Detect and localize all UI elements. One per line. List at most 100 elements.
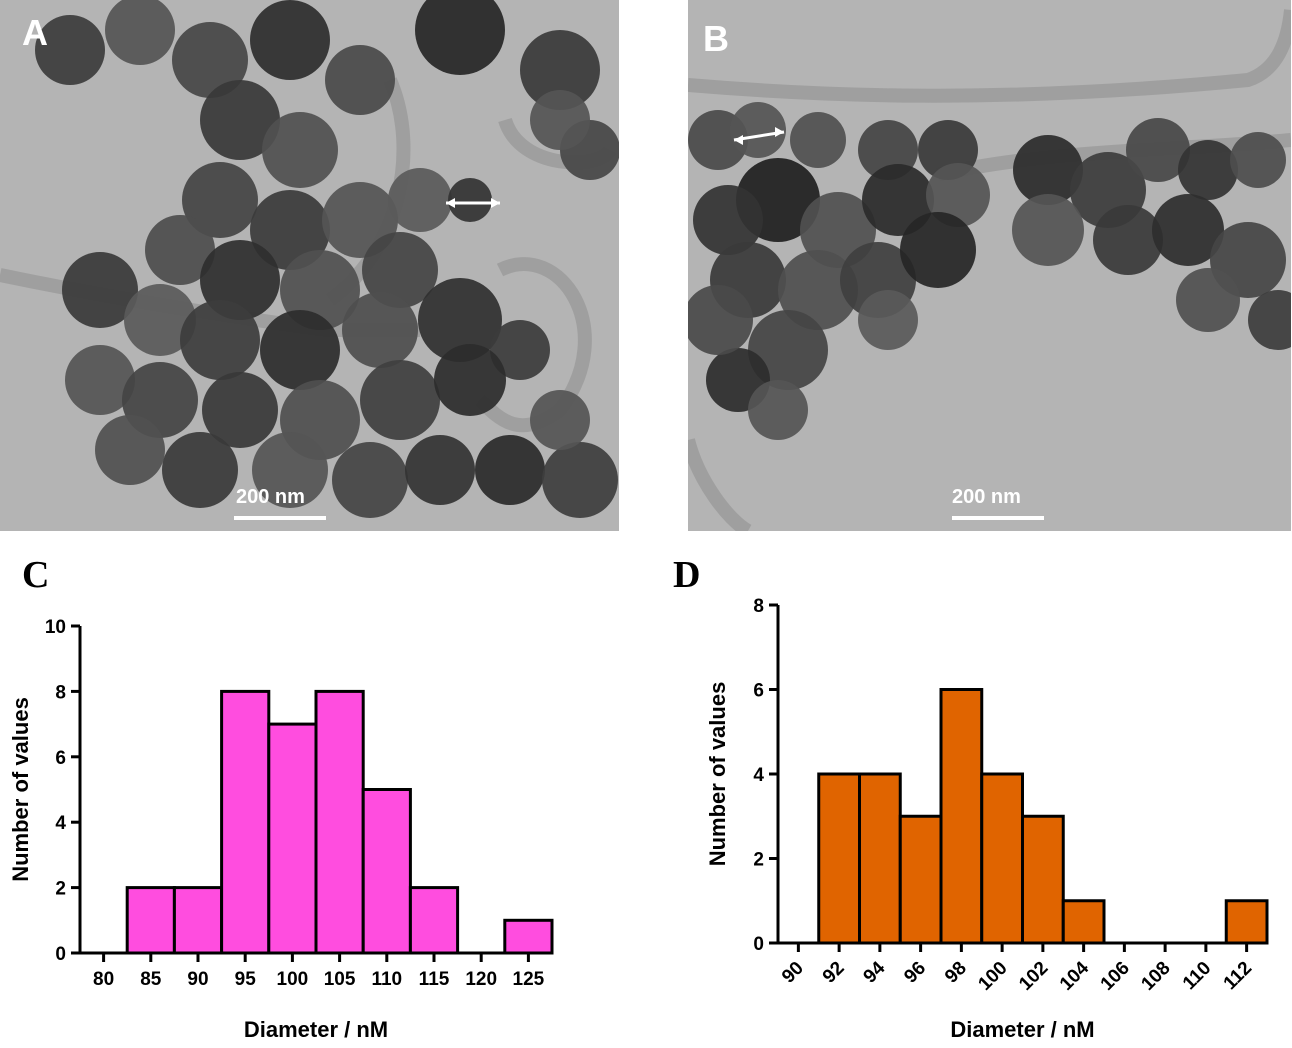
nanoparticle — [172, 22, 248, 98]
nanoparticle — [62, 252, 138, 328]
nanoparticle — [520, 30, 600, 110]
nanoparticle — [475, 435, 545, 505]
nanoparticle — [1013, 135, 1083, 205]
x-tick-label: 104 — [1056, 957, 1094, 995]
x-tick-label: 100 — [974, 958, 1011, 995]
nanoparticle — [332, 442, 408, 518]
bar-d-94 — [858, 772, 902, 945]
arrow-head-right — [491, 198, 500, 208]
bar-d-92 — [817, 772, 861, 945]
x-tick-label: 106 — [1097, 958, 1134, 995]
nanoparticle — [362, 232, 438, 308]
y-axis-title: Number of values — [8, 697, 33, 882]
y-tick-label: 2 — [753, 850, 764, 871]
arrow-head-left — [446, 198, 455, 208]
nanoparticle — [65, 345, 135, 415]
x-tick-label: 80 — [93, 969, 114, 990]
nanoparticle — [900, 212, 976, 288]
bar-c-125 — [503, 918, 554, 955]
nanoparticle — [790, 112, 846, 168]
y-tick-label: 6 — [753, 681, 764, 702]
histogram-d: 0 2 4 6 8 90 92 94 96 98 100 102 104 106 108 110 112 Diam… — [705, 596, 1269, 1042]
nanoparticle — [862, 164, 934, 236]
y-tick-label: 0 — [55, 944, 66, 965]
x-tick-label: 105 — [324, 969, 356, 990]
bar-c-95 — [220, 689, 271, 955]
nanoparticle — [688, 285, 753, 355]
x-tick-label: 94 — [860, 957, 890, 987]
nanoparticle — [360, 360, 440, 440]
nanoparticle — [778, 250, 858, 330]
bar-d-112 — [1224, 899, 1269, 945]
nanoparticle — [250, 0, 330, 80]
nanoparticle — [145, 215, 215, 285]
panel-label-b: B — [703, 18, 729, 59]
tem-micrograph-a — [0, 0, 619, 518]
carbon-film-edge — [688, 9, 1291, 103]
scale-bar-b — [952, 516, 1044, 520]
nanoparticle — [448, 178, 492, 222]
bar-c-90 — [172, 886, 224, 955]
panel-label-c: C — [22, 554, 50, 596]
y-tick-label: 10 — [45, 617, 66, 638]
nanoparticle — [415, 0, 505, 75]
x-tick-label: 108 — [1137, 958, 1174, 995]
x-tick-label: 115 — [419, 969, 450, 990]
nanoparticle — [693, 185, 763, 255]
nanoparticle — [1230, 132, 1286, 188]
micrograph-texture — [688, 9, 1291, 531]
nanoparticle — [124, 284, 196, 356]
nanoparticle — [1093, 205, 1163, 275]
bar-d-104 — [1061, 899, 1106, 945]
nanoparticle — [182, 162, 258, 238]
scale-bar-label-b: 200 nm — [952, 486, 1021, 508]
nanoparticle — [1176, 268, 1240, 332]
x-axis-title: Diameter / nM — [244, 1017, 388, 1042]
y-axis-title: Number of values — [705, 682, 730, 867]
scale-bar-label-a: 200 nm — [236, 486, 305, 508]
bar-c-100 — [267, 722, 318, 955]
bar-d-100 — [980, 772, 1024, 945]
x-tick-label: 98 — [941, 958, 971, 988]
bar-d-98 — [939, 688, 984, 945]
nanoparticle — [252, 432, 328, 508]
nanoparticle — [1012, 194, 1084, 266]
nanoparticle — [926, 163, 990, 227]
nanoparticle — [434, 344, 506, 416]
nanoparticle — [388, 168, 452, 232]
x-tick-label: 120 — [465, 969, 497, 990]
tem-micrograph-b — [688, 9, 1291, 531]
nanoparticle — [530, 390, 590, 450]
tem-image-a: A 200 nm — [0, 0, 619, 531]
x-tick-label: 92 — [819, 958, 849, 988]
x-tick-label: 96 — [900, 958, 930, 988]
nanoparticle — [542, 442, 618, 518]
panel-label-d: D — [673, 554, 701, 596]
bar-c-115 — [408, 886, 460, 955]
y-tick-label: 4 — [753, 765, 764, 786]
y-tick-label: 0 — [753, 934, 764, 955]
x-tick-label: 112 — [1220, 958, 1257, 995]
nanoparticle — [858, 290, 918, 350]
nanoparticle — [325, 45, 395, 115]
tem-image-b: B 200 nm — [688, 0, 1291, 531]
nanoparticle — [262, 112, 338, 188]
micrograph-texture — [0, 0, 619, 518]
nanoparticle — [730, 102, 786, 158]
x-tick-label: 125 — [513, 969, 545, 990]
nanoparticle — [490, 320, 550, 380]
x-tick-label: 110 — [1179, 958, 1216, 995]
y-tick-label: 4 — [55, 813, 66, 834]
nanoparticle — [418, 278, 502, 362]
x-tick-label: 90 — [187, 969, 208, 990]
nanoparticle — [1152, 194, 1224, 266]
arrow-head-right — [775, 127, 784, 137]
x-tick-label: 95 — [235, 969, 257, 990]
nanoparticle — [162, 432, 238, 508]
nanoparticle — [202, 372, 278, 448]
nanoparticle — [1178, 140, 1238, 200]
bar-c-105 — [314, 689, 365, 955]
x-tick-label: 90 — [778, 958, 808, 988]
histogram-c: 0 2 4 6 8 10 80 85 90 95 100 105 110 115 120 125 Diamete… — [8, 617, 554, 1042]
carbon-film-edge — [688, 438, 752, 531]
